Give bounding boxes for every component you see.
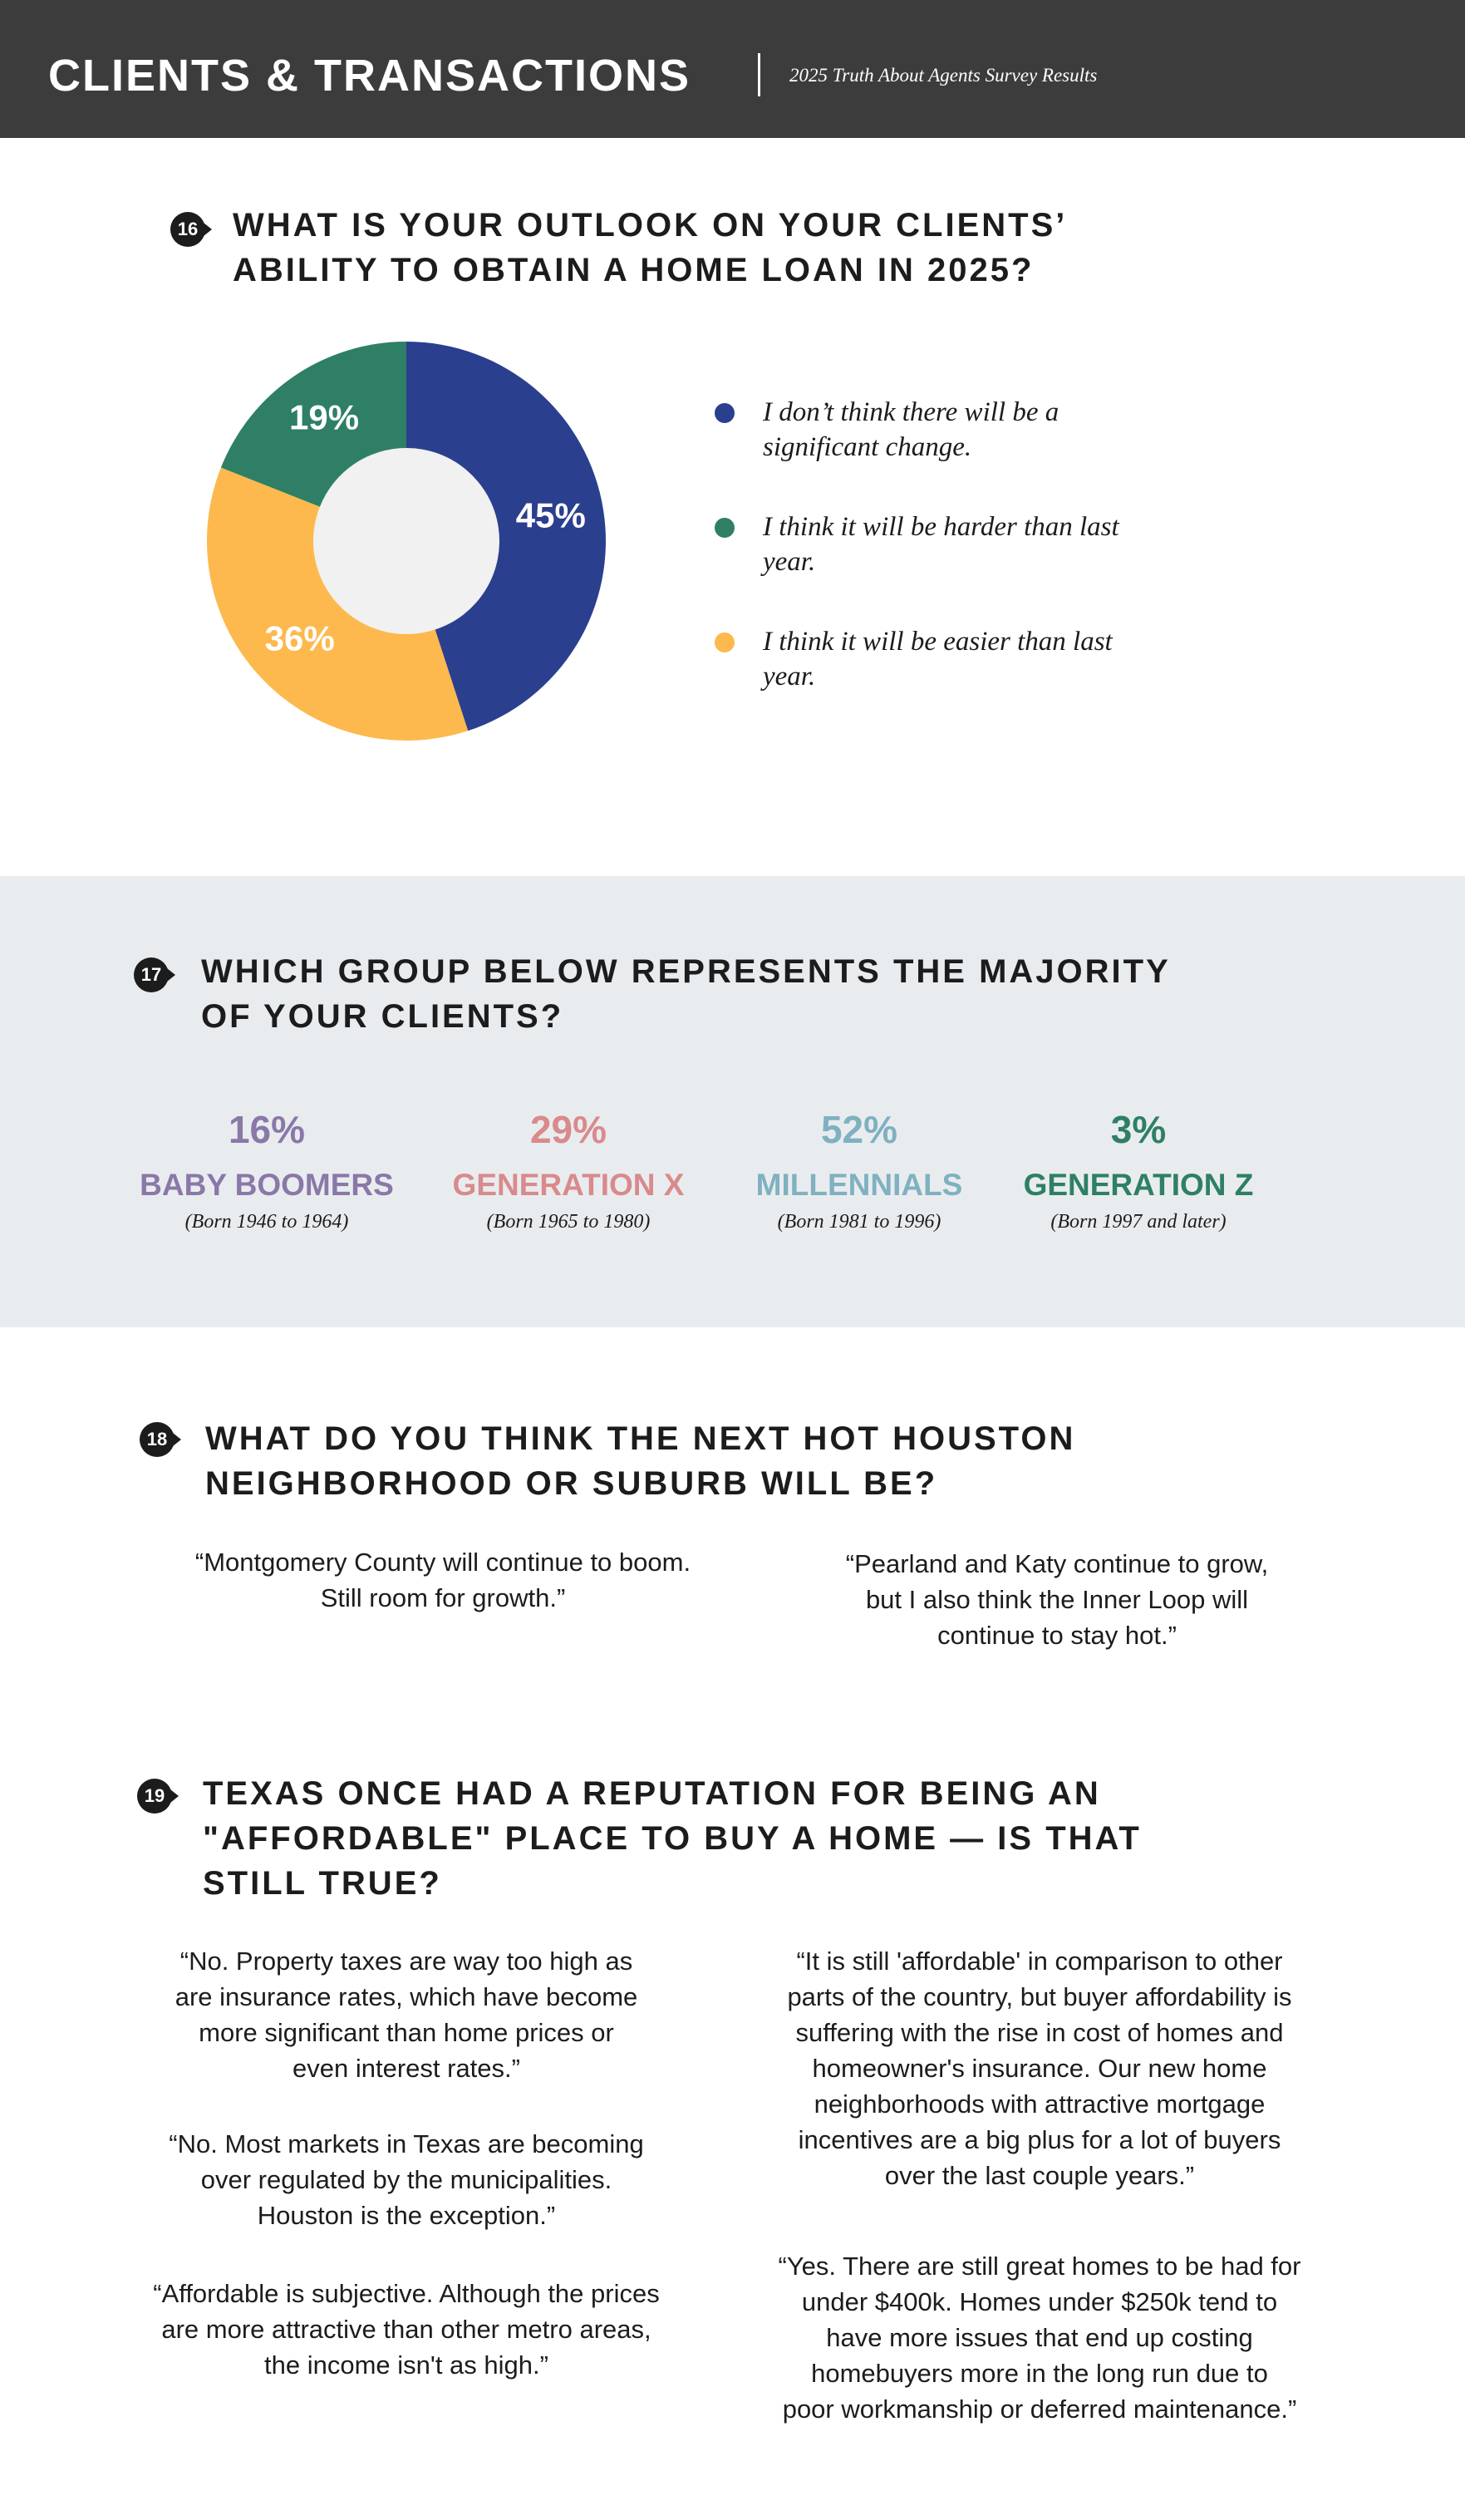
group-born: (Born 1981 to 1996) — [777, 1211, 941, 1233]
quote-line: are insurance rates, which have become — [175, 1982, 638, 2011]
quote-line: homebuyers more in the long run due to — [811, 2359, 1268, 2388]
data-label: 36% — [265, 619, 335, 658]
group-born: (Born 1997 and later) — [1050, 1211, 1227, 1233]
quote-line: continue to stay hot.” — [937, 1621, 1177, 1650]
quote-line: the income isn't as high.” — [264, 2350, 548, 2380]
quote-line: more significant than home prices or — [199, 2018, 614, 2047]
donut-segment — [406, 342, 606, 731]
quote-line: “It is still 'affordable' in comparison … — [796, 1947, 1283, 1976]
quote-line: over regulated by the municipalities. — [200, 2165, 612, 2194]
group-born: (Born 1946 to 1964) — [184, 1211, 349, 1233]
question-number: 17 — [134, 957, 175, 992]
quote-line: even interest rates.” — [293, 2054, 520, 2083]
donut-hole — [313, 448, 499, 634]
quote-line: Houston is the exception.” — [257, 2201, 556, 2230]
quote-line: “No. Most markets in Texas are becoming — [169, 2129, 644, 2158]
quote-line: homeowner's insurance. Our new home — [812, 2054, 1267, 2083]
quote-line: “Pearland and Katy continue to grow, — [845, 1549, 1269, 1578]
question-number: 16 — [170, 212, 212, 247]
quote-line: Still room for growth.” — [320, 1583, 566, 1612]
quote-line: “No. Property taxes are way too high as — [179, 1947, 633, 1976]
question-text: ABILITY TO OBTAIN A HOME LOAN IN 2025? — [233, 252, 1035, 288]
question-number: 18 — [140, 1422, 181, 1457]
quote-line: but I also think the Inner Loop will — [865, 1585, 1249, 1614]
group-percent: 52% — [820, 1108, 898, 1151]
quote-line: parts of the country, but buyer affordab… — [787, 1982, 1292, 2011]
group-name: MILLENNIALS — [755, 1168, 963, 1202]
question-number: 19 — [137, 1779, 179, 1814]
quote-line: are more attractive than other metro are… — [161, 2315, 651, 2344]
group-name: GENERATION Z — [1023, 1168, 1254, 1202]
data-label: 19% — [289, 398, 359, 437]
group-percent: 29% — [529, 1108, 607, 1151]
question-text: WHAT DO YOU THINK THE NEXT HOT HOUSTON — [205, 1420, 1076, 1457]
group-born: (Born 1965 to 1980) — [486, 1211, 651, 1233]
header-title: CLIENTS & TRANSACTIONS — [48, 51, 691, 101]
data-label: 45% — [516, 496, 586, 535]
question-text: "AFFORDABLE" PLACE TO BUY A HOME — IS TH… — [203, 1820, 1142, 1857]
question-text: STILL TRUE? — [203, 1865, 442, 1902]
question-text: TEXAS ONCE HAD A REPUTATION FOR BEING AN — [203, 1775, 1101, 1812]
group-percent: 16% — [228, 1108, 306, 1151]
legend-marker — [715, 632, 735, 652]
quote-line: neighborhoods with attractive mortgage — [814, 2089, 1266, 2119]
quote-line: poor workmanship or deferred maintenance… — [782, 2394, 1297, 2424]
divider — [758, 53, 760, 96]
quote-line: suffering with the rise in cost of homes… — [795, 2018, 1284, 2047]
header-subtitle: 2025 Truth About Agents Survey Results — [789, 65, 1098, 86]
question-text: OF YOUR CLIENTS? — [201, 998, 564, 1035]
header-bar — [0, 0, 1465, 138]
legend-label: I don’t think there will be a significan… — [763, 397, 1059, 462]
donut-segment — [220, 342, 406, 507]
section-band — [0, 876, 1465, 1327]
quote-line: incentives are a big plus for a lot of b… — [798, 2125, 1281, 2154]
quote-line: under $400k. Homes under $250k tend to — [801, 2287, 1278, 2316]
quote-line: have more issues that end up costing — [826, 2323, 1253, 2352]
legend-label: I think it will be harder than last year… — [763, 512, 1119, 577]
group-name: BABY BOOMERS — [140, 1168, 394, 1202]
question-text: NEIGHBORHOOD OR SUBURB WILL BE? — [205, 1465, 938, 1502]
quote-line: over the last couple years.” — [884, 2161, 1195, 2190]
legend-marker — [715, 403, 735, 423]
donut-segment — [206, 467, 469, 741]
quote-line: “Affordable is subjective. Although the … — [153, 2279, 660, 2308]
question-text: WHAT IS YOUR OUTLOOK ON YOUR CLIENTS’ — [233, 207, 1068, 244]
legend-label: I think it will be easier than last year… — [763, 627, 1113, 692]
quote-line: “Yes. There are still great homes to be … — [778, 2252, 1301, 2281]
group-name: GENERATION X — [452, 1168, 685, 1202]
quote-line: “Montgomery County will continue to boom… — [194, 1548, 691, 1577]
legend-marker — [715, 518, 735, 538]
question-text: WHICH GROUP BELOW REPRESENTS THE MAJORIT… — [201, 953, 1171, 990]
group-percent: 3% — [1110, 1108, 1167, 1151]
